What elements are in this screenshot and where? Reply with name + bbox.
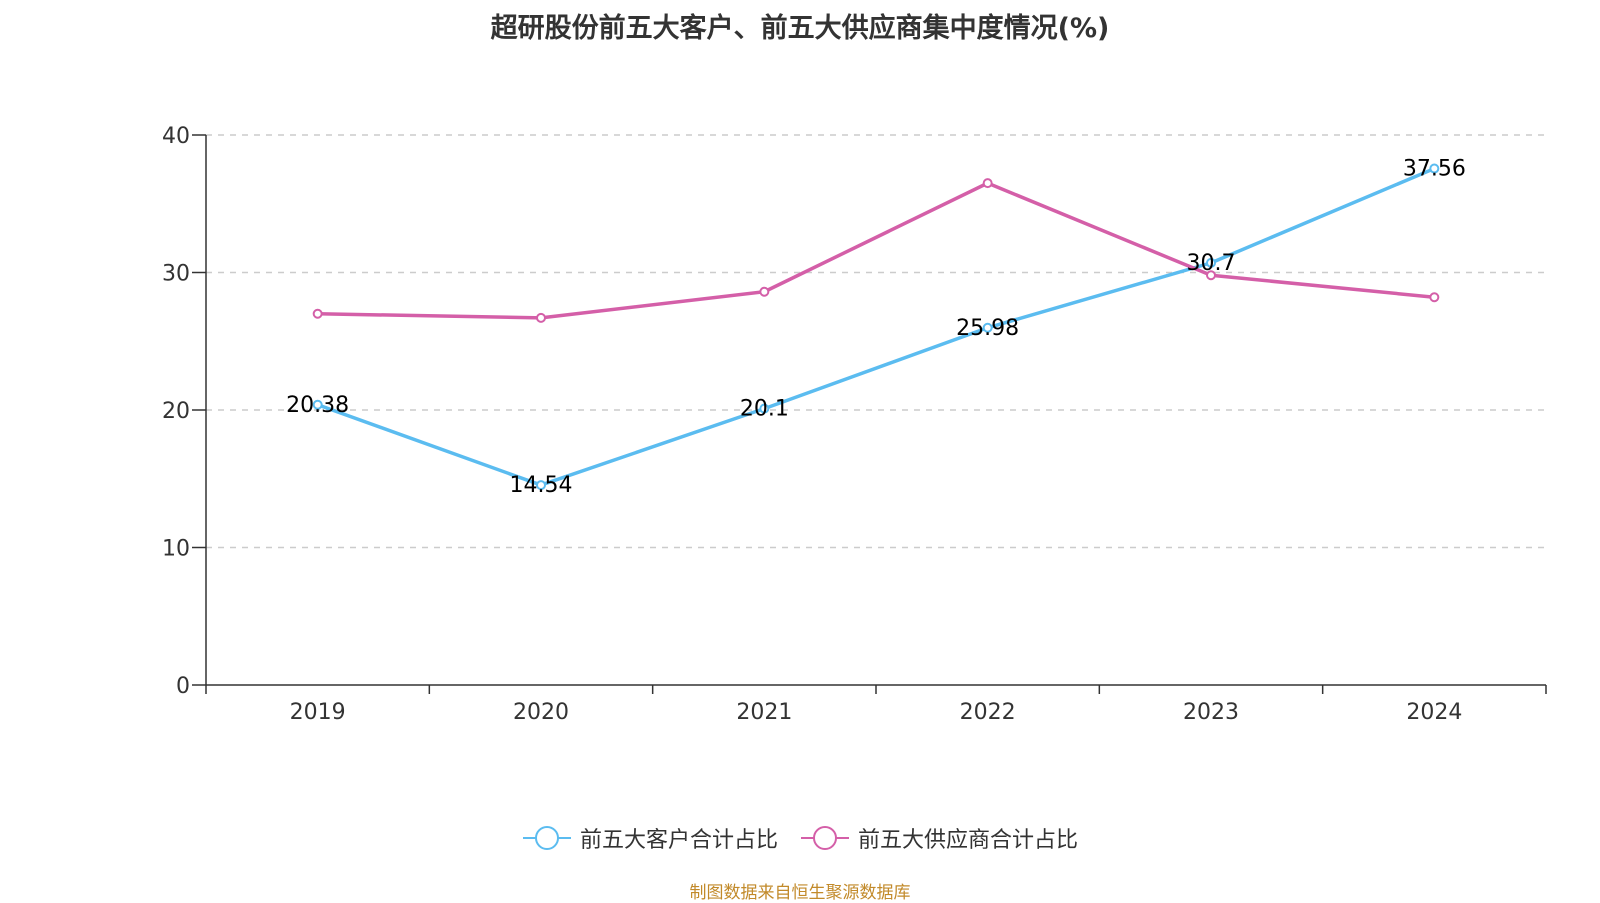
y-tick-label: 40 bbox=[162, 124, 190, 149]
data-point[interactable] bbox=[982, 322, 993, 333]
y-tick-label: 0 bbox=[176, 674, 190, 699]
data-point[interactable] bbox=[1429, 163, 1440, 174]
legend-label: 前五大供应商合计占比 bbox=[858, 828, 1079, 853]
y-tick-label: 10 bbox=[162, 537, 190, 562]
data-point[interactable] bbox=[536, 312, 546, 323]
data-label: 20.38 bbox=[286, 393, 349, 418]
data-point[interactable] bbox=[312, 399, 323, 410]
data-label: 14.54 bbox=[510, 473, 573, 498]
x-tick-label: 2024 bbox=[1406, 700, 1462, 725]
legend-circle-line-icon bbox=[801, 826, 849, 850]
x-tick-label: 2020 bbox=[513, 700, 569, 725]
data-point[interactable] bbox=[759, 403, 770, 414]
data-point[interactable] bbox=[312, 308, 323, 319]
data-point[interactable] bbox=[1429, 292, 1440, 303]
legend-label: 前五大客户合计占比 bbox=[579, 828, 778, 853]
data-point[interactable] bbox=[759, 286, 770, 297]
data-point[interactable] bbox=[1206, 257, 1216, 268]
legend-item-suppliers[interactable]: 前五大供应商合计占比 bbox=[800, 822, 1078, 854]
data-point[interactable] bbox=[536, 480, 546, 491]
data-source-note: 制图数据来自恒生聚源数据库 bbox=[689, 883, 911, 903]
data-label: 20.1 bbox=[740, 397, 789, 422]
x-tick-label: 2022 bbox=[960, 700, 1016, 725]
x-tick-label: 2021 bbox=[736, 700, 792, 725]
data-label: 25.98 bbox=[956, 316, 1019, 341]
y-tick-label: 20 bbox=[162, 399, 190, 424]
data-point[interactable] bbox=[982, 178, 993, 189]
data-label: 37.56 bbox=[1403, 157, 1466, 182]
x-tick-label: 2019 bbox=[290, 700, 346, 725]
series-line-1 bbox=[317, 181, 1435, 320]
data-point[interactable] bbox=[1206, 270, 1216, 281]
legend-item-customers[interactable]: 前五大客户合计占比 bbox=[522, 822, 778, 854]
series-line-0 bbox=[317, 166, 1436, 487]
x-tick-label: 2023 bbox=[1183, 700, 1239, 725]
legend: 前五大客户合计占比 前五大供应商合计占比 bbox=[0, 822, 1600, 854]
y-tick-label: 30 bbox=[162, 262, 190, 287]
chart-title: 超研股份前五大客户、前五大供应商集中度情况(%) bbox=[490, 13, 1110, 44]
legend-circle-line-icon bbox=[522, 826, 571, 850]
data-label: 30.7 bbox=[1187, 251, 1236, 276]
